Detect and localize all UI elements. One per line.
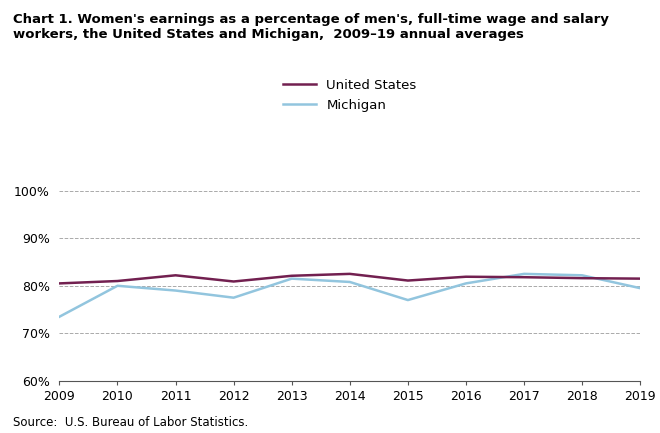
United States — [346, 271, 354, 276]
Text: Chart 1. Women's earnings as a percentage of men's, full-time wage and salary
wo: Chart 1. Women's earnings as a percentag… — [13, 13, 609, 41]
Legend: United States, Michigan: United States, Michigan — [283, 79, 416, 112]
Michigan — [404, 297, 412, 303]
United States — [288, 273, 296, 278]
Michigan — [288, 276, 296, 281]
Michigan — [230, 295, 238, 301]
United States — [114, 278, 121, 284]
Michigan — [636, 286, 644, 291]
Michigan — [520, 271, 528, 276]
United States — [404, 278, 412, 283]
United States — [55, 281, 63, 286]
Line: United States: United States — [59, 274, 640, 283]
Michigan — [462, 281, 470, 286]
Line: Michigan: Michigan — [59, 274, 640, 317]
United States — [520, 275, 528, 280]
Michigan — [172, 288, 180, 293]
Michigan — [578, 273, 586, 278]
United States — [578, 275, 586, 281]
United States — [230, 279, 238, 284]
United States — [462, 274, 470, 279]
United States — [636, 276, 644, 281]
Text: Source:  U.S. Bureau of Labor Statistics.: Source: U.S. Bureau of Labor Statistics. — [13, 416, 248, 429]
Michigan — [346, 279, 354, 284]
United States — [172, 273, 180, 278]
Michigan — [114, 283, 121, 288]
Michigan — [55, 314, 63, 319]
